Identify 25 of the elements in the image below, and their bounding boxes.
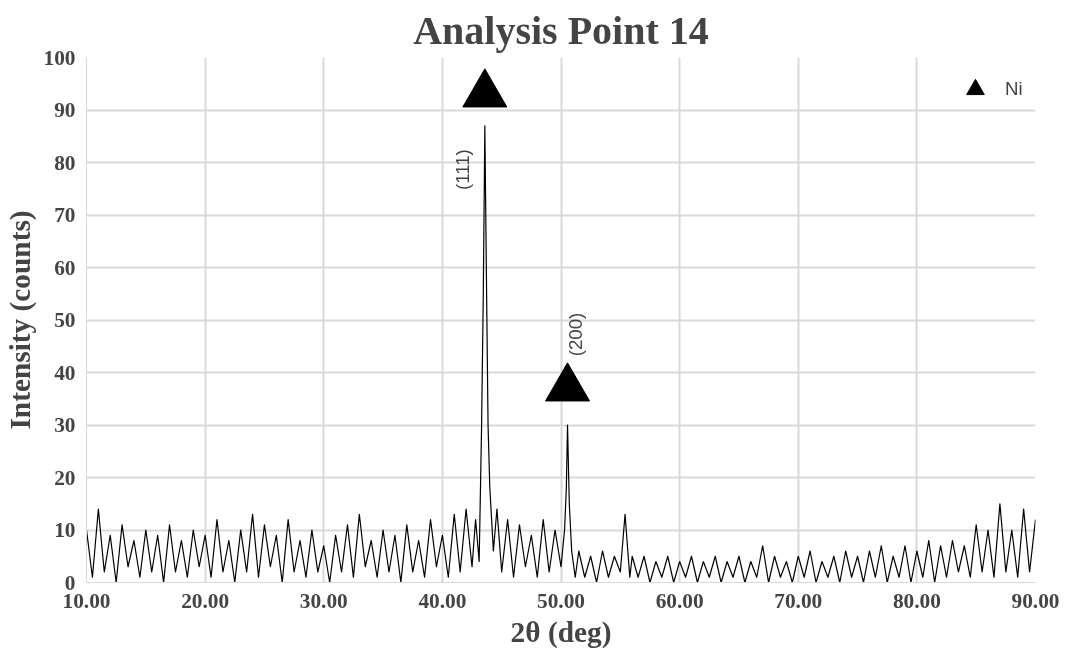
y-tick-label: 90 bbox=[54, 98, 76, 122]
y-tick-label: 20 bbox=[54, 465, 76, 490]
legend-label: Ni bbox=[1005, 78, 1024, 100]
y-tick-label: 60 bbox=[54, 255, 76, 280]
y-tick-label: 30 bbox=[54, 413, 76, 437]
annotation: (111) bbox=[452, 149, 474, 191]
chart-title: Analysis Point 14 bbox=[413, 7, 709, 53]
x-tick-label: 30.00 bbox=[299, 588, 348, 613]
y-tick-label: 100 bbox=[43, 45, 76, 70]
y-tick-label: 10 bbox=[54, 518, 76, 542]
x-tick-label: 50.00 bbox=[537, 588, 586, 613]
x-tick-label: 20.00 bbox=[181, 588, 230, 613]
x-tick-label: 80.00 bbox=[892, 588, 941, 613]
x-tick-label: 60.00 bbox=[655, 588, 704, 613]
x-tick-label: 40.00 bbox=[418, 588, 467, 613]
y-tick-label: 70 bbox=[54, 203, 76, 227]
y-axis-title: Intensity (counts) bbox=[3, 210, 37, 430]
y-tick-label: 40 bbox=[54, 360, 76, 385]
x-tick-label: 90.00 bbox=[1011, 588, 1060, 613]
x-tick-label: 70.00 bbox=[774, 588, 823, 613]
annotation: (200) bbox=[565, 312, 587, 357]
y-tick-label: 80 bbox=[54, 150, 76, 175]
x-axis-title: 2θ (deg) bbox=[510, 615, 612, 649]
y-tick-label: 0 bbox=[64, 570, 76, 595]
y-tick-label: 50 bbox=[54, 308, 76, 332]
